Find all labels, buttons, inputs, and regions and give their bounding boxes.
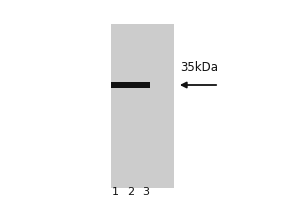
- Bar: [111, 24, 174, 188]
- Text: 2: 2: [127, 187, 134, 197]
- Text: 1: 1: [112, 187, 119, 197]
- Text: 35kDa: 35kDa: [180, 61, 218, 74]
- Bar: [111, 82, 150, 88]
- Text: 3: 3: [142, 187, 149, 197]
